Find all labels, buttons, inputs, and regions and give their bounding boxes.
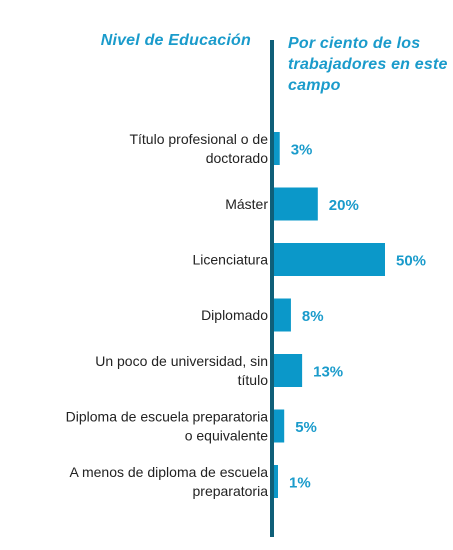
value-label: 13% xyxy=(313,364,343,381)
category-label: título xyxy=(238,372,269,388)
value-label: 1% xyxy=(289,475,311,492)
value-label: 8% xyxy=(302,308,324,325)
category-label: Un poco de universidad, sin xyxy=(95,353,268,369)
bar xyxy=(273,298,291,332)
value-label: 3% xyxy=(291,142,313,159)
value-label: 50% xyxy=(396,253,426,270)
axis-line xyxy=(270,40,274,537)
value-label: 20% xyxy=(329,197,359,214)
category-label: Licenciatura xyxy=(193,252,269,268)
percent-workers-header: Por ciento de los trabajadores en este c… xyxy=(288,35,448,94)
bar xyxy=(273,243,385,276)
category-label: doctorado xyxy=(206,150,268,166)
bar xyxy=(273,132,280,165)
category-label: Título profesional o de xyxy=(129,131,268,147)
bar xyxy=(273,409,285,443)
category-label: Máster xyxy=(225,196,268,212)
bar xyxy=(273,354,303,387)
education-level-header: Nivel de Educación xyxy=(100,32,251,49)
bar xyxy=(273,187,318,221)
bar xyxy=(273,465,278,498)
category-label: Diploma de escuela preparatoria xyxy=(66,409,269,425)
value-label: 5% xyxy=(295,419,317,436)
category-label: o equivalente xyxy=(185,428,269,444)
category-label: Diplomado xyxy=(201,307,268,323)
category-label: A menos de diploma de escuela xyxy=(70,464,269,480)
category-label: preparatoria xyxy=(193,483,269,499)
